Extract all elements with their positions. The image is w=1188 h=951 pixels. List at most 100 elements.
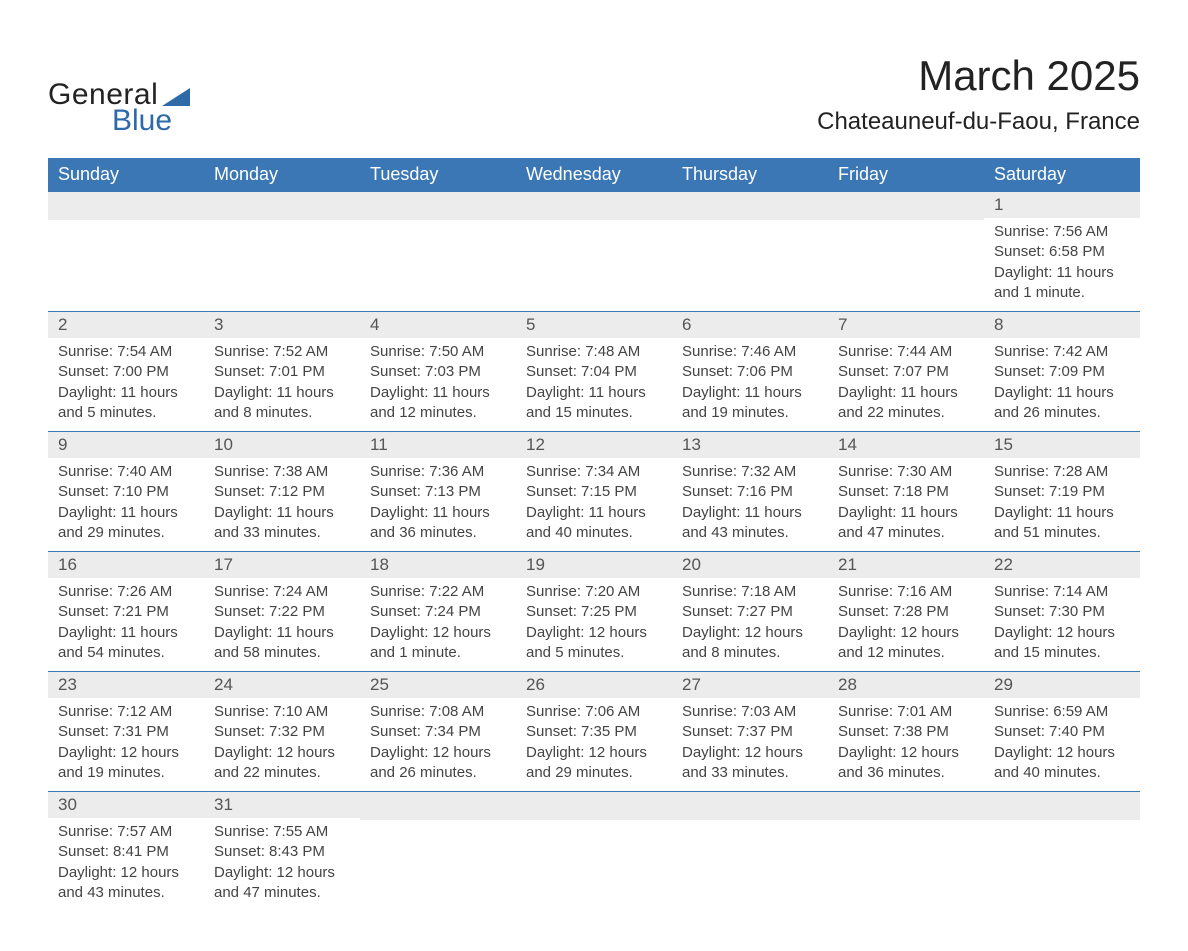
daylight-text: Daylight: 11 hours and 12 minutes. <box>370 383 506 424</box>
daylight-text: Daylight: 12 hours and 33 minutes. <box>682 743 818 784</box>
day-number: 21 <box>828 552 984 578</box>
sunset-text: Sunset: 7:25 PM <box>526 602 662 622</box>
day-number: 7 <box>828 312 984 338</box>
day-body: Sunrise: 7:10 AMSunset: 7:32 PMDaylight:… <box>204 698 360 791</box>
calendar-day-cell <box>360 192 516 312</box>
day-number-empty <box>828 192 984 220</box>
sunrise-text: Sunrise: 7:22 AM <box>370 582 506 602</box>
daylight-text: Daylight: 11 hours and 54 minutes. <box>58 623 194 664</box>
calendar-day-cell: 5Sunrise: 7:48 AMSunset: 7:04 PMDaylight… <box>516 312 672 432</box>
day-body-empty <box>672 220 828 302</box>
calendar-day-cell: 15Sunrise: 7:28 AMSunset: 7:19 PMDayligh… <box>984 432 1140 552</box>
sunrise-text: Sunrise: 7:52 AM <box>214 342 350 362</box>
day-number: 18 <box>360 552 516 578</box>
day-body: Sunrise: 7:54 AMSunset: 7:00 PMDaylight:… <box>48 338 204 431</box>
day-body-empty <box>360 820 516 902</box>
sunrise-text: Sunrise: 7:55 AM <box>214 822 350 842</box>
sunset-text: Sunset: 7:34 PM <box>370 722 506 742</box>
day-number: 30 <box>48 792 204 818</box>
day-number: 8 <box>984 312 1140 338</box>
sunset-text: Sunset: 7:31 PM <box>58 722 194 742</box>
day-body: Sunrise: 7:46 AMSunset: 7:06 PMDaylight:… <box>672 338 828 431</box>
sunrise-text: Sunrise: 7:36 AM <box>370 462 506 482</box>
calendar-week-row: 23 Sunrise: 7:12 AMSunset: 7:31 PM Dayligh… <box>48 672 1140 792</box>
weekday-header: Saturday <box>984 158 1140 192</box>
day-number: 23 <box>48 672 204 698</box>
sunrise-text: Sunrise: 7:12 AM <box>58 702 194 722</box>
sunset-text: Sunset: 7:16 PM <box>682 482 818 502</box>
day-body: Sunrise: 7:57 AMSunset: 8:41 PMDaylight:… <box>48 818 204 911</box>
sunrise-text: Sunrise: 7:06 AM <box>526 702 662 722</box>
calendar-day-cell: 27Sunrise: 7:03 AMSunset: 7:37 PMDayligh… <box>672 672 828 792</box>
sunrise-text: Sunrise: 7:32 AM <box>682 462 818 482</box>
day-number-empty <box>360 792 516 820</box>
title-block: March 2025 Chateauneuf-du-Faou, France <box>817 40 1140 140</box>
weekday-header: Sunday <box>48 158 204 192</box>
sunrise-text: Sunrise: 7:01 AM <box>838 702 974 722</box>
sunrise-text: Sunrise: 7:44 AM <box>838 342 974 362</box>
sunset-text: Sunset: 7:18 PM <box>838 482 974 502</box>
calendar-day-cell: 11Sunrise: 7:36 AMSunset: 7:13 PMDayligh… <box>360 432 516 552</box>
daylight-text: Daylight: 12 hours and 8 minutes. <box>682 623 818 664</box>
day-number-empty <box>828 792 984 820</box>
calendar-day-cell: 12Sunrise: 7:34 AMSunset: 7:15 PMDayligh… <box>516 432 672 552</box>
calendar-day-cell: 7Sunrise: 7:44 AMSunset: 7:07 PMDaylight… <box>828 312 984 432</box>
calendar-day-cell: 20Sunrise: 7:18 AMSunset: 7:27 PMDayligh… <box>672 552 828 672</box>
sunrise-text: Sunrise: 7:54 AM <box>58 342 194 362</box>
daylight-text: Daylight: 12 hours and 47 minutes. <box>214 863 350 904</box>
sunrise-text: Sunrise: 7:40 AM <box>58 462 194 482</box>
sunset-text: Sunset: 7:30 PM <box>994 602 1130 622</box>
sunrise-text: Sunrise: 7:42 AM <box>994 342 1130 362</box>
sunset-text: Sunset: 7:37 PM <box>682 722 818 742</box>
daylight-text: Daylight: 12 hours and 12 minutes. <box>838 623 974 664</box>
day-number: 26 <box>516 672 672 698</box>
day-number: 25 <box>360 672 516 698</box>
daylight-text: Daylight: 12 hours and 26 minutes. <box>370 743 506 784</box>
day-body-empty <box>828 220 984 302</box>
daylight-text: Daylight: 12 hours and 43 minutes. <box>58 863 194 904</box>
daylight-text: Daylight: 11 hours and 58 minutes. <box>214 623 350 664</box>
calendar-day-cell <box>204 192 360 312</box>
calendar-day-cell <box>360 792 516 912</box>
day-body: Sunrise: 7:20 AMSunset: 7:25 PMDaylight:… <box>516 578 672 671</box>
day-body: Sunrise: 7:32 AMSunset: 7:16 PMDaylight:… <box>672 458 828 551</box>
sunrise-text: Sunrise: 7:38 AM <box>214 462 350 482</box>
daylight-text: Daylight: 11 hours and 26 minutes. <box>994 383 1130 424</box>
day-number: 9 <box>48 432 204 458</box>
location: Chateauneuf-du-Faou, France <box>817 108 1140 136</box>
daylight-text: Daylight: 11 hours and 8 minutes. <box>214 383 350 424</box>
calendar-day-cell: 25Sunrise: 7:08 AMSunset: 7:34 PMDayligh… <box>360 672 516 792</box>
day-body: Sunrise: 7:03 AMSunset: 7:37 PMDaylight:… <box>672 698 828 791</box>
day-number: 5 <box>516 312 672 338</box>
sunset-text: Sunset: 7:32 PM <box>214 722 350 742</box>
calendar-day-cell: 10Sunrise: 7:38 AMSunset: 7:12 PMDayligh… <box>204 432 360 552</box>
daylight-text: Daylight: 11 hours and 15 minutes. <box>526 383 662 424</box>
day-number: 11 <box>360 432 516 458</box>
day-body: Sunrise: 7:16 AMSunset: 7:28 PMDaylight:… <box>828 578 984 671</box>
daylight-text: Daylight: 11 hours and 5 minutes. <box>58 383 194 424</box>
logo-triangle-icon <box>162 84 190 106</box>
day-number: 1 <box>984 192 1140 218</box>
day-body-empty <box>984 820 1140 902</box>
daylight-text: Daylight: 11 hours and 47 minutes. <box>838 503 974 544</box>
day-number-empty <box>672 192 828 220</box>
sunset-text: Sunset: 7:40 PM <box>994 722 1130 742</box>
day-body: Sunrise: 7:44 AMSunset: 7:07 PMDaylight:… <box>828 338 984 431</box>
day-body: Sunrise: 7:34 AMSunset: 7:15 PMDaylight:… <box>516 458 672 551</box>
calendar-week-row: 1Sunrise: 7:56 AMSunset: 6:58 PMDaylight… <box>48 192 1140 312</box>
calendar-day-cell: 3Sunrise: 7:52 AMSunset: 7:01 PMDaylight… <box>204 312 360 432</box>
day-body: Sunrise: 7:52 AMSunset: 7:01 PMDaylight:… <box>204 338 360 431</box>
calendar-day-cell: 30Sunrise: 7:57 AMSunset: 8:41 PMDayligh… <box>48 792 204 912</box>
sunset-text: Sunset: 7:27 PM <box>682 602 818 622</box>
calendar-day-cell: 21Sunrise: 7:16 AMSunset: 7:28 PMDayligh… <box>828 552 984 672</box>
day-body-empty <box>360 220 516 302</box>
day-body: Sunrise: 7:36 AMSunset: 7:13 PMDaylight:… <box>360 458 516 551</box>
calendar-day-cell: 14Sunrise: 7:30 AMSunset: 7:18 PMDayligh… <box>828 432 984 552</box>
day-body: Sunrise: 7:55 AMSunset: 8:43 PMDaylight:… <box>204 818 360 911</box>
weekday-header: Monday <box>204 158 360 192</box>
sunset-text: Sunset: 8:43 PM <box>214 842 350 862</box>
daylight-text: Daylight: 11 hours and 29 minutes. <box>58 503 194 544</box>
day-number: 6 <box>672 312 828 338</box>
day-number-empty <box>516 792 672 820</box>
sunrise-text: Sunrise: 7:26 AM <box>58 582 194 602</box>
